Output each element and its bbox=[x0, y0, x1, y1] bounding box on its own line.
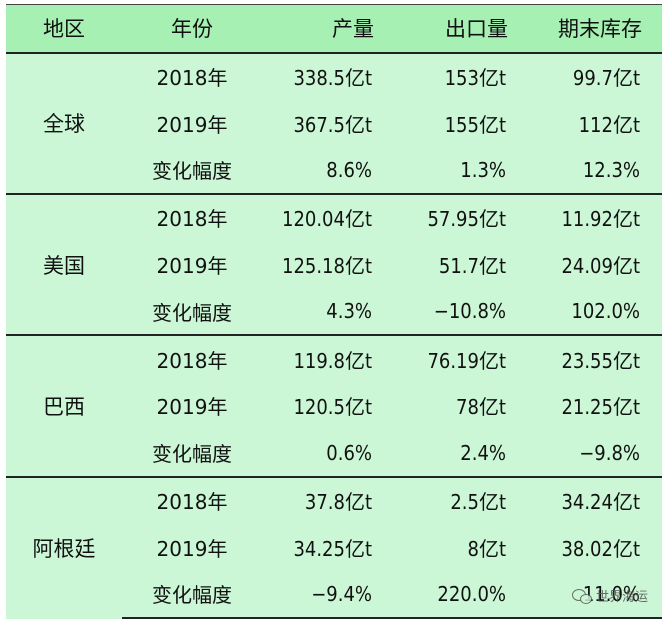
production-cell: 34.25亿t bbox=[293, 536, 372, 561]
export-cell: 51.7亿t bbox=[438, 254, 506, 279]
watermark-text: 世界海运 bbox=[595, 590, 648, 605]
table-row: 变化幅度 0.6% 2.4% −9.8% bbox=[6, 430, 662, 477]
wechat-icon bbox=[571, 588, 592, 604]
header-ending-stock: 期末库存 bbox=[528, 4, 662, 54]
ending-stock-cell: 11.0% bbox=[528, 570, 662, 620]
production-cell: 4.3% bbox=[326, 299, 372, 324]
region-cell: 巴西 bbox=[6, 334, 122, 477]
production-cell: −9.4% bbox=[262, 570, 394, 620]
region-cell: 全球 bbox=[6, 51, 122, 194]
table-row: 美国 2018年 120.04亿t 57.95亿t 11.92亿t bbox=[6, 192, 662, 336]
year-cell: 2018年 bbox=[122, 475, 262, 524]
export-cell: 220.0% bbox=[394, 570, 528, 620]
export-cell: 78亿t bbox=[456, 395, 506, 420]
production-cell: 37.8亿t bbox=[262, 475, 394, 524]
ending-stock-cell: 102.0% bbox=[571, 299, 640, 324]
export-cell: 2.4% bbox=[460, 440, 506, 465]
table-row: 阿根廷 2018年 37.8亿t 2.5亿t 34.24亿t bbox=[6, 475, 662, 618]
table-row: 巴西 2018年 119.8亿t 76.19亿t 23.55亿t bbox=[6, 334, 662, 477]
ending-stock-cell: 34.24亿t bbox=[528, 475, 662, 524]
header-production: 产量 bbox=[262, 4, 394, 54]
table-body: 全球 2018年 338.5亿t 153亿t 99.7亿t 2019年 367.5亿t 155… bbox=[6, 51, 662, 620]
table-header-row: 地区 年份 产量 出口量 期末库存 bbox=[6, 4, 662, 54]
header-region: 地区 bbox=[6, 4, 122, 54]
ending-stock-cell: 24.09亿t bbox=[561, 254, 640, 279]
production-cell: 120.5亿t bbox=[293, 395, 372, 420]
export-cell: 2.5亿t bbox=[394, 475, 528, 524]
production-cell: 119.8亿t bbox=[262, 334, 394, 383]
production-cell: 0.6% bbox=[326, 440, 372, 465]
table-row: 2019年 120.5亿t 78亿t 21.25亿t bbox=[6, 382, 662, 429]
production-cell: 125.18亿t bbox=[282, 254, 372, 279]
year-cell: 2018年 bbox=[122, 192, 262, 241]
table-row: 2019年 125.18亿t 51.7亿t 24.09亿t bbox=[6, 241, 662, 288]
year-cell: 2018年 bbox=[122, 334, 262, 383]
table-row: 2019年 367.5亿t 155亿t 112亿t bbox=[6, 100, 662, 147]
export-cell: 155亿t bbox=[444, 112, 506, 137]
year-cell: 2019年 bbox=[156, 395, 228, 420]
table-row: 2019年 34.25亿t 8亿t 38.02亿t bbox=[6, 524, 662, 571]
year-cell: 变化幅度 bbox=[152, 300, 232, 325]
table-row: 变化幅度 8.6% 1.3% 12.3% bbox=[6, 147, 662, 194]
ending-stock-cell: 21.25亿t bbox=[561, 395, 640, 420]
ending-stock-cell: 23.55亿t bbox=[528, 334, 662, 383]
ending-stock-cell: 38.02亿t bbox=[561, 536, 640, 561]
ending-stock-cell: 99.7亿t bbox=[528, 51, 662, 100]
data-table: 地区 年份 产量 出口量 期末库存 全球 2018年 338.5亿t 153亿t 99.… bbox=[6, 4, 662, 620]
export-cell: 153亿t bbox=[394, 51, 528, 100]
production-cell: 367.5亿t bbox=[293, 112, 372, 137]
region-cell: 阿根廷 bbox=[6, 475, 122, 618]
ending-stock-cell: 12.3% bbox=[582, 157, 640, 182]
production-cell: 8.6% bbox=[326, 157, 372, 182]
watermark: 世界海运 bbox=[571, 586, 648, 605]
data-table-frame: 地区 年份 产量 出口量 期末库存 全球 2018年 338.5亿t 153亿t 99.… bbox=[6, 4, 662, 620]
ending-stock-cell: −9.8% bbox=[579, 440, 640, 465]
table-row: 变化幅度 −9.4% 220.0% 11.0% bbox=[6, 570, 662, 620]
ending-stock-cell: 112亿t bbox=[578, 112, 640, 137]
year-cell: 变化幅度 bbox=[122, 570, 262, 620]
export-cell: 76.19亿t bbox=[394, 334, 528, 383]
year-cell: 变化幅度 bbox=[152, 442, 232, 467]
production-cell: 338.5亿t bbox=[262, 51, 394, 100]
export-cell: 1.3% bbox=[460, 157, 506, 182]
header-year: 年份 bbox=[122, 4, 262, 54]
table-row: 变化幅度 4.3% −10.8% 102.0% bbox=[6, 288, 662, 335]
region-cell: 美国 bbox=[6, 192, 122, 336]
ending-stock-cell: 11.92亿t bbox=[528, 192, 662, 241]
header-export: 出口量 bbox=[394, 4, 528, 54]
year-cell: 2019年 bbox=[156, 112, 228, 137]
year-cell: 变化幅度 bbox=[152, 159, 232, 184]
export-cell: −10.8% bbox=[433, 299, 506, 324]
export-cell: 57.95亿t bbox=[394, 192, 528, 241]
year-cell: 2019年 bbox=[156, 536, 228, 561]
export-cell: 8亿t bbox=[467, 536, 507, 561]
production-cell: 120.04亿t bbox=[262, 192, 394, 241]
year-cell: 2018年 bbox=[122, 51, 262, 100]
table-row: 全球 2018年 338.5亿t 153亿t 99.7亿t bbox=[6, 51, 662, 194]
year-cell: 2019年 bbox=[156, 254, 228, 279]
